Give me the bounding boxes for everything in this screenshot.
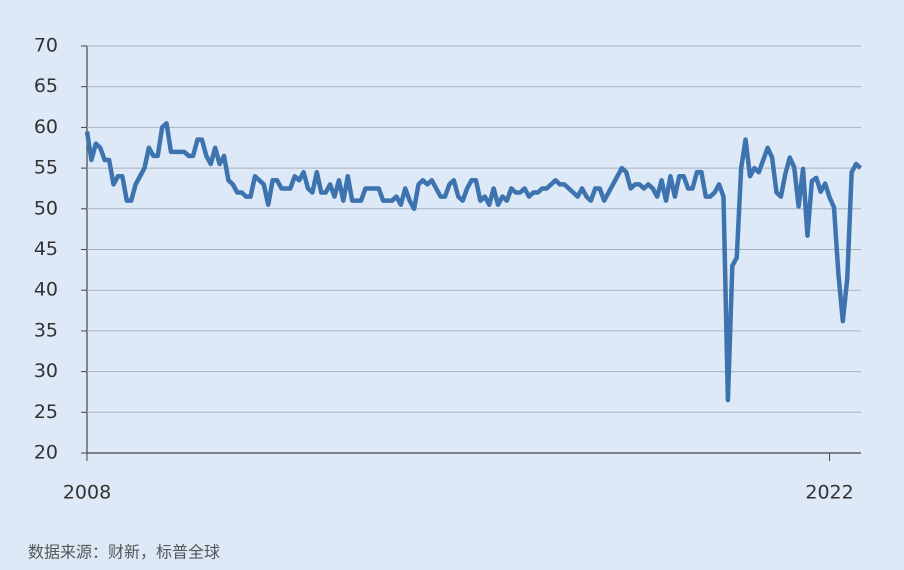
y-tick-label: 60 — [34, 116, 58, 138]
y-tick-label: 50 — [34, 197, 58, 219]
data-line — [84, 121, 863, 403]
y-tick-label: 65 — [34, 75, 58, 97]
y-tick-label: 45 — [34, 238, 58, 260]
y-tick-label: 25 — [34, 401, 58, 423]
y-tick-label: 40 — [34, 279, 58, 301]
y-tick-label: 35 — [34, 319, 58, 341]
y-tick-label: 30 — [34, 360, 58, 382]
y-tick-label: 55 — [34, 157, 58, 179]
source-note: 数据来源：财新，标普全球 — [28, 543, 220, 562]
y-tick-label: 20 — [34, 442, 58, 464]
x-tick-label: 2022 — [805, 482, 853, 504]
y-tick-label: 70 — [34, 35, 58, 57]
x-tick-label: 2008 — [63, 482, 111, 504]
